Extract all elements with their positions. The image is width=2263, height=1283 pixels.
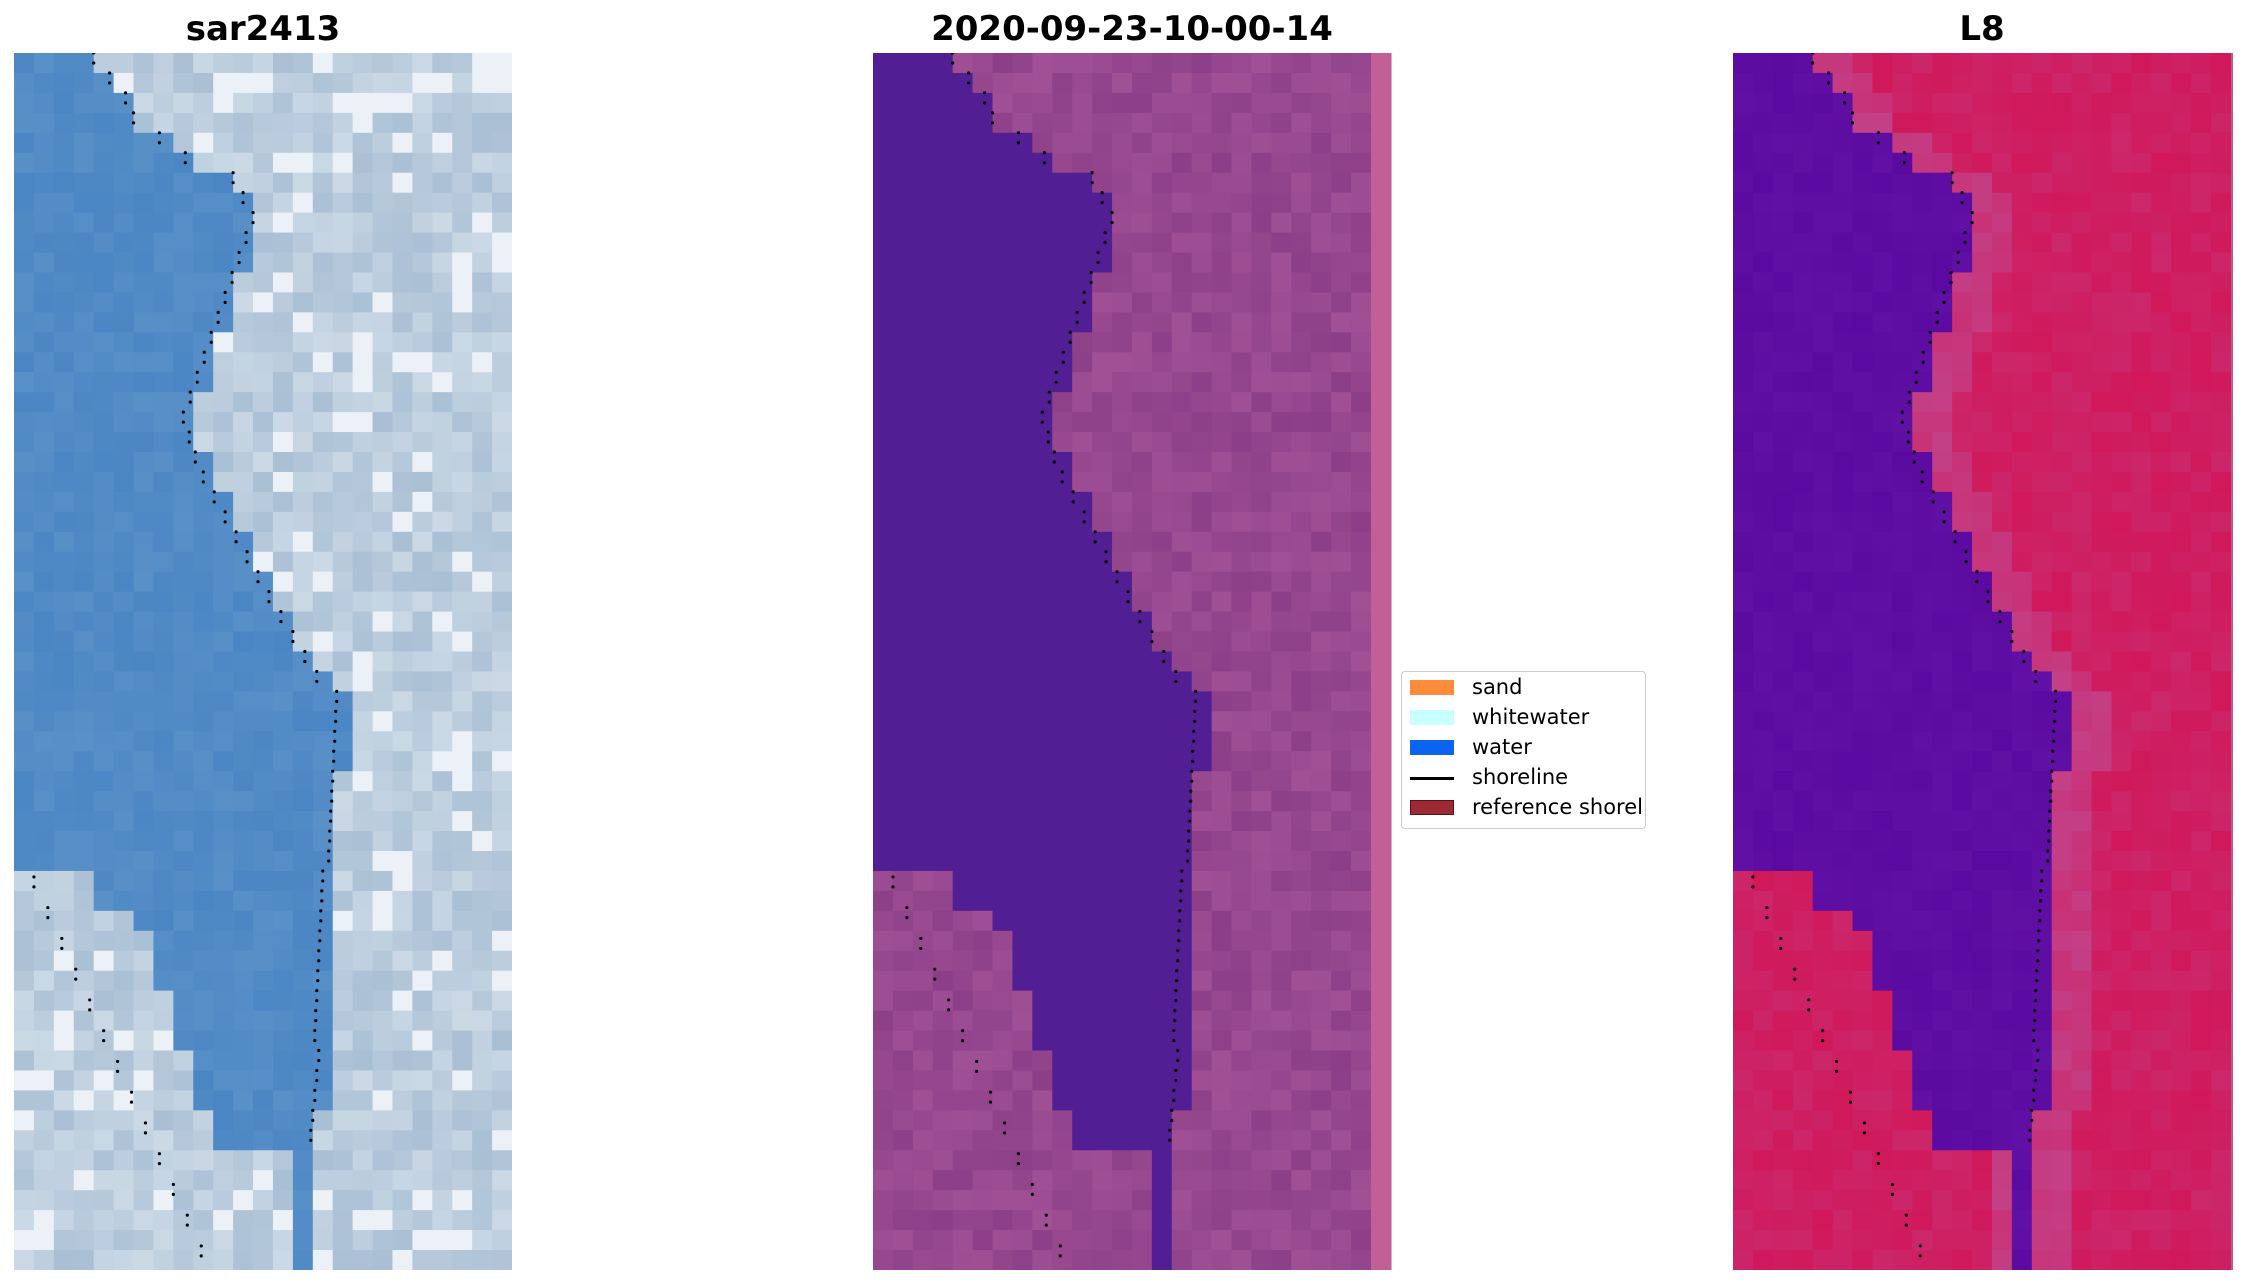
legend-item-sand: sand xyxy=(1402,672,1645,702)
legend-label-water: water xyxy=(1472,735,1532,759)
sand-swatch xyxy=(1410,680,1454,695)
legend-item-whitewater: whitewater xyxy=(1402,702,1645,732)
l8-index-image xyxy=(1733,53,2233,1270)
panel-title-date: 2020-09-23-10-00-14 xyxy=(931,9,1333,49)
legend-label-whitewater: whitewater xyxy=(1472,705,1590,729)
reference-buffer-swatch xyxy=(1410,800,1454,815)
legend-item-water: water xyxy=(1402,732,1645,762)
legend-item-reference-buffer: reference shoreline buffer xyxy=(1402,792,1645,822)
panel-title-sar: sar2413 xyxy=(185,9,341,49)
whitewater-swatch xyxy=(1410,710,1454,725)
legend-label-sand: sand xyxy=(1472,675,1523,699)
shoreline-line-swatch xyxy=(1410,777,1454,780)
legend-label-reference-buffer: reference shoreline buffer xyxy=(1472,795,1645,819)
shoreline-dots xyxy=(1751,53,2058,1258)
water-swatch xyxy=(1410,740,1454,755)
legend-item-shoreline: shoreline xyxy=(1402,762,1645,792)
sar-rgb-image xyxy=(14,53,512,1270)
legend-label-shoreline: shoreline xyxy=(1472,765,1569,789)
legend: sand whitewater water shoreline referenc… xyxy=(1401,671,1646,829)
shoreline-dots xyxy=(32,53,339,1258)
classified-image xyxy=(873,53,1393,1270)
shoreline-dots xyxy=(891,53,1198,1258)
panel-title-l8: L8 xyxy=(1959,9,2005,49)
